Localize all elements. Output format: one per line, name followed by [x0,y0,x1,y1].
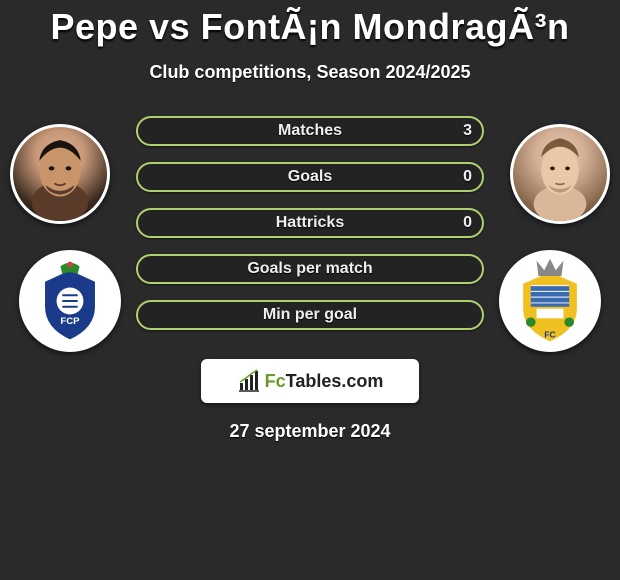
stat-right-value: 0 [434,168,482,186]
player-right-avatar [510,124,610,224]
bar-chart-icon [237,369,261,393]
svg-text:FCP: FCP [60,316,80,327]
stat-row-goals: Goals 0 [136,162,484,192]
subtitle: Club competitions, Season 2024/2025 [0,62,620,83]
stat-label: Hattricks [186,214,434,232]
club-right-crest-icon: FC [502,253,598,349]
date-text: 27 september 2024 [0,421,620,442]
stat-label: Goals per match [186,260,434,278]
stat-right-value: 0 [434,214,482,232]
player-left-face-icon [13,127,107,221]
page-title: Pepe vs FontÃ¡n MondragÃ³n [0,0,620,48]
player-left-avatar [10,124,110,224]
stat-row-goals-per-match: Goals per match [136,254,484,284]
svg-text:FC: FC [544,329,556,339]
stat-row-matches: Matches 3 [136,116,484,146]
brand-suffix: Tables.com [286,371,384,391]
player-right-face-icon [513,127,607,221]
club-left-crest-icon: FCP [22,253,118,349]
stat-right-value: 3 [434,122,482,140]
stat-label: Min per goal [186,306,434,324]
comparison-panel: FCP FC Matches 3 Goals 0 [0,119,620,359]
club-right-badge: FC [499,250,601,352]
stat-bars: Matches 3 Goals 0 Hattricks 0 Goals per … [136,116,484,346]
brand-text: FcTables.com [265,371,384,392]
club-left-badge: FCP [19,250,121,352]
stat-label: Matches [186,122,434,140]
brand-box[interactable]: FcTables.com [201,359,419,403]
stat-row-min-per-goal: Min per goal [136,300,484,330]
stat-row-hattricks: Hattricks 0 [136,208,484,238]
stat-label: Goals [186,168,434,186]
brand-prefix: Fc [265,371,286,391]
